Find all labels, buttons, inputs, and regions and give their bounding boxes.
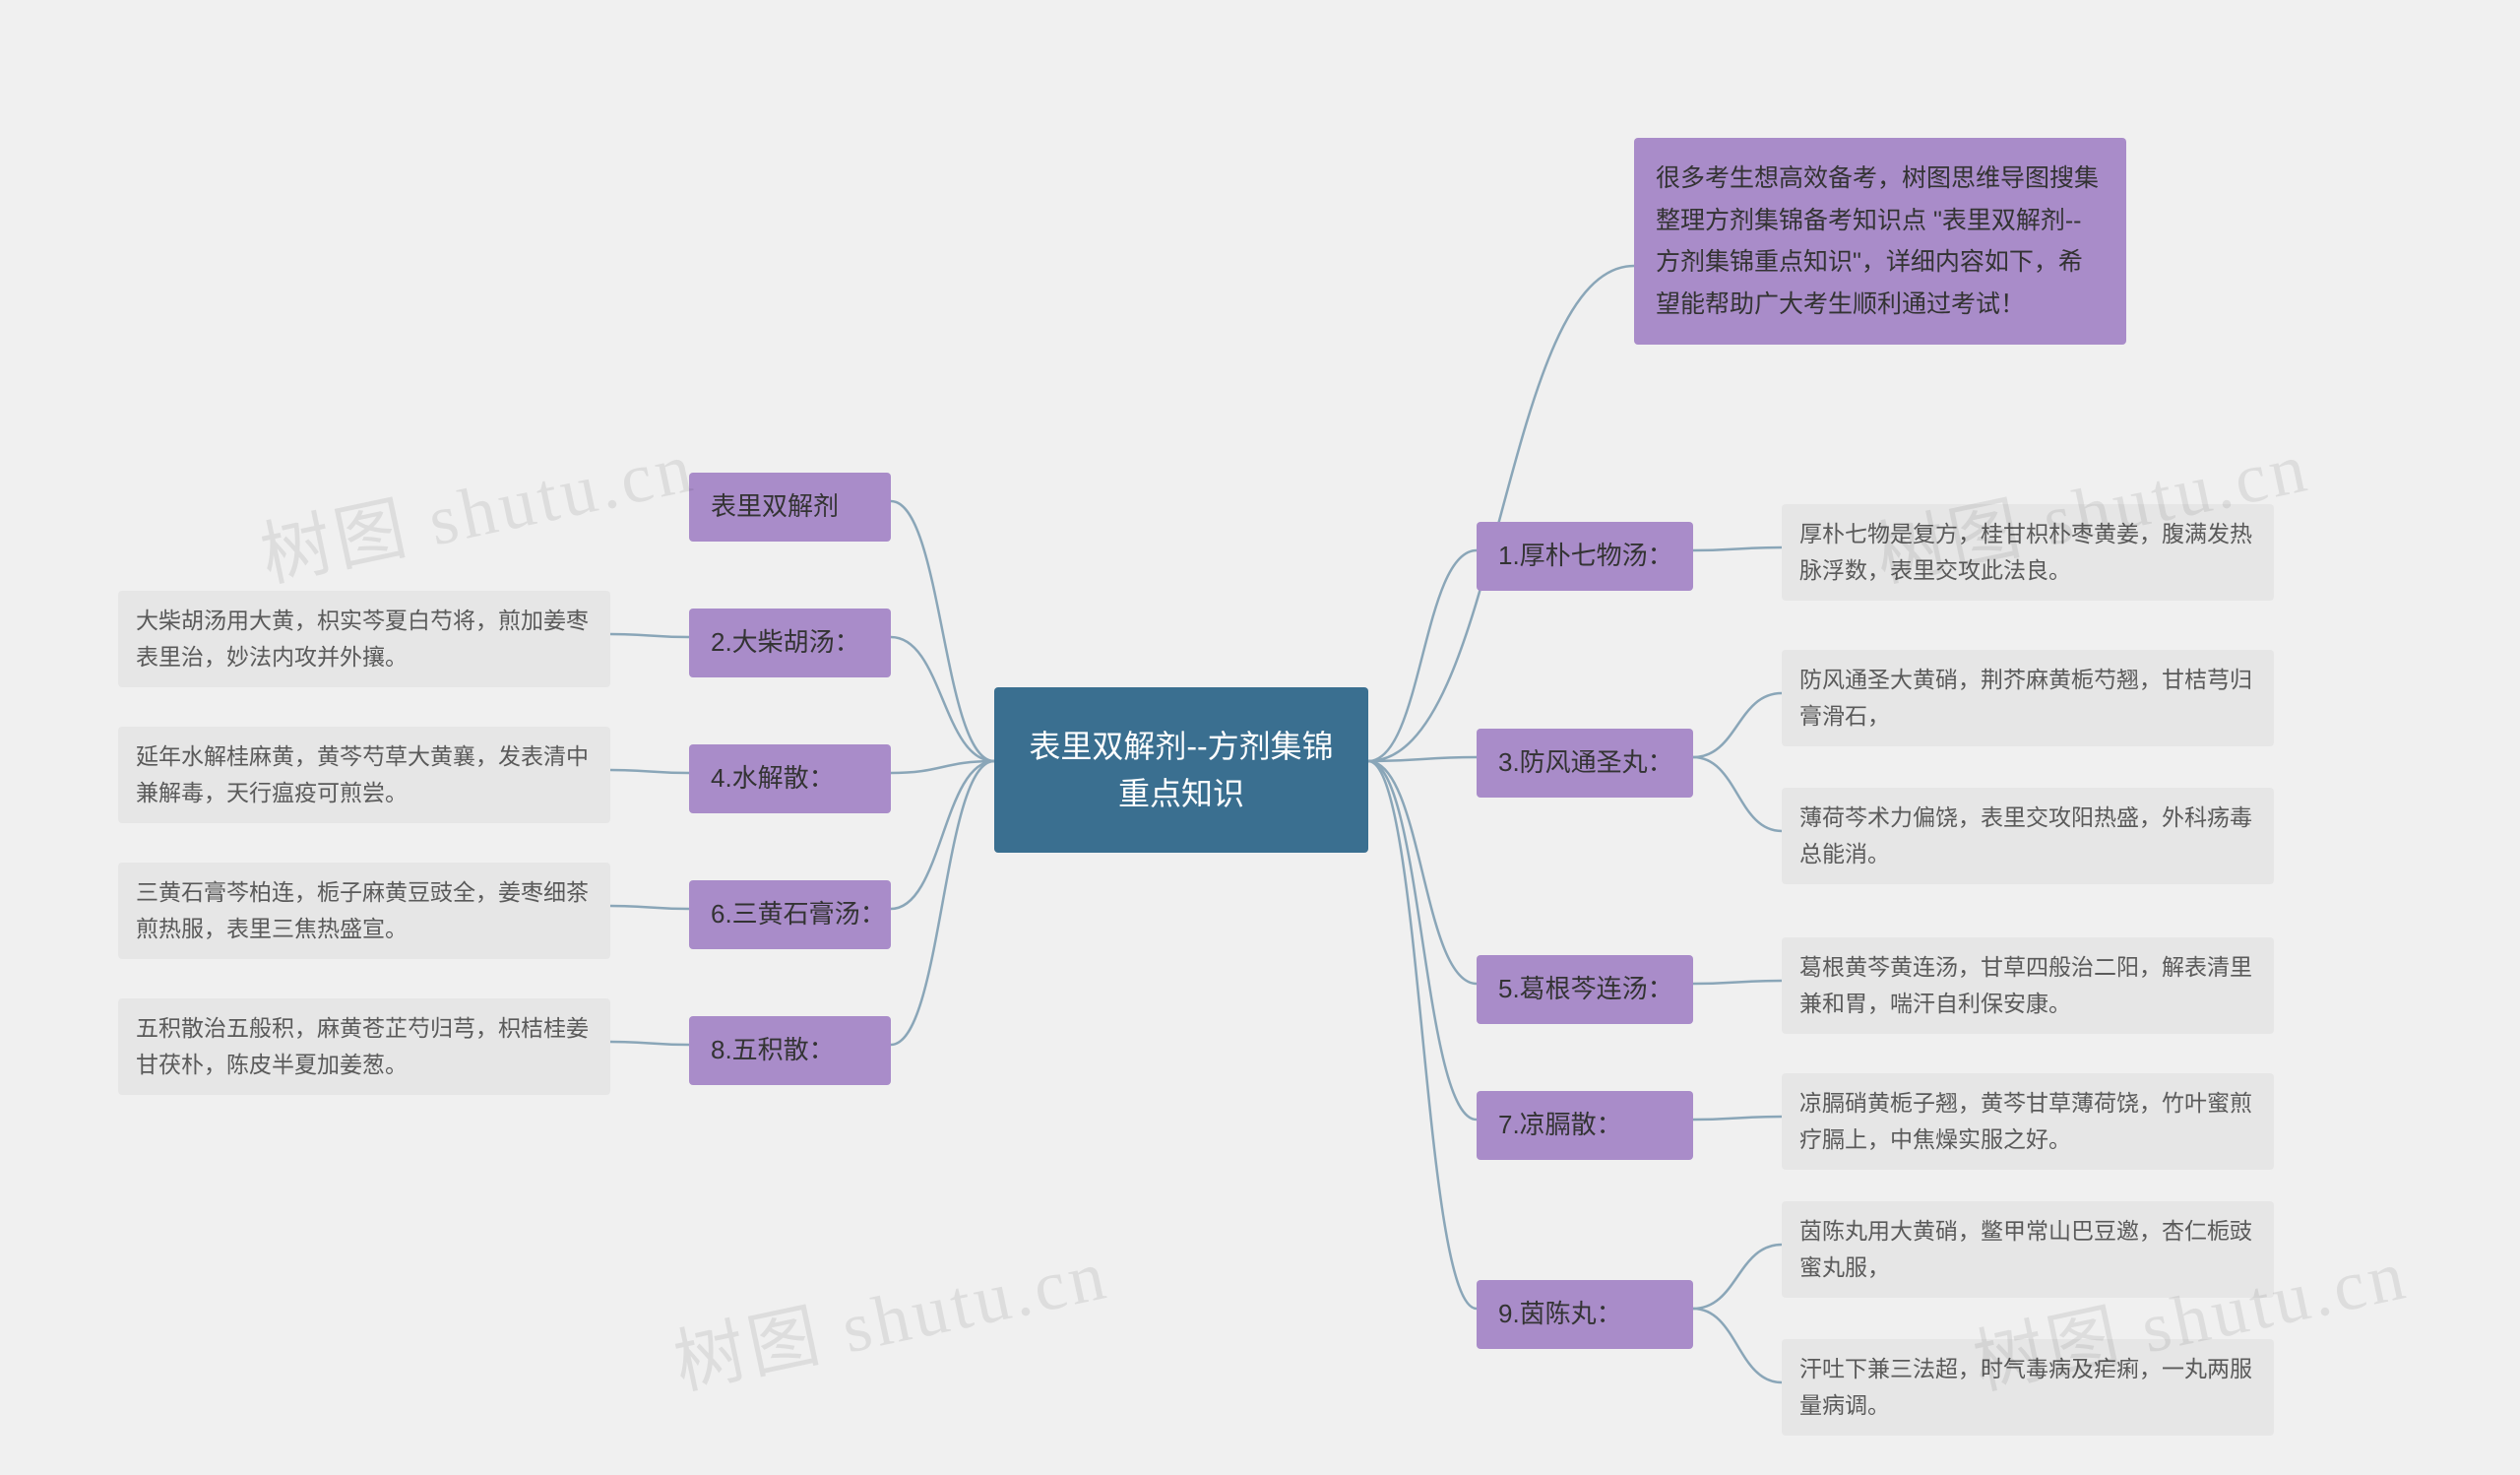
right-leaf-2-1: 薄荷芩术力偏饶，表里交攻阳热盛，外科疡毒总能消。 xyxy=(1782,788,2274,884)
left-branch-3: 6.三黄石膏汤： xyxy=(689,880,891,949)
right-branch-4: 7.凉膈散： xyxy=(1477,1091,1693,1160)
left-branch-1: 2.大柴胡汤： xyxy=(689,609,891,677)
left-branch-2: 4.水解散： xyxy=(689,744,891,813)
right-branch-3: 5.葛根芩连汤： xyxy=(1477,955,1693,1024)
mindmap-canvas: 表里双解剂--方剂集锦重点知识 很多考生想高效备考，树图思维导图搜集整理方剂集锦备… xyxy=(0,0,2520,1475)
right-leaf-5-0: 茵陈丸用大黄硝，鳖甲常山巴豆邀，杏仁栀豉蜜丸服， xyxy=(1782,1201,2274,1298)
left-branch-4: 8.五积散： xyxy=(689,1016,891,1085)
watermark-0: 树图 shutu.cn xyxy=(250,409,703,602)
left-leaf-1: 大柴胡汤用大黄，枳实芩夏白芍将，煎加姜枣表里治，妙法内攻并外攘。 xyxy=(118,591,610,687)
root-node: 表里双解剂--方剂集锦重点知识 xyxy=(994,687,1368,853)
right-leaf-2-0: 防风通圣大黄硝，荆芥麻黄栀芍翘，甘桔芎归膏滑石， xyxy=(1782,650,2274,746)
right-leaf-1-0: 厚朴七物是复方，桂甘枳朴枣黄姜，腹满发热脉浮数，表里交攻此法良。 xyxy=(1782,504,2274,601)
right-leaf-4-0: 凉膈硝黄栀子翘，黄芩甘草薄荷饶，竹叶蜜煎疗膈上，中焦燥实服之好。 xyxy=(1782,1073,2274,1170)
right-leaf-5-1: 汗吐下兼三法超，时气毒病及疟痢，一丸两服量病调。 xyxy=(1782,1339,2274,1436)
intro-node: 很多考生想高效备考，树图思维导图搜集整理方剂集锦备考知识点 "表里双解剂--方剂… xyxy=(1634,138,2126,345)
right-branch-2: 3.防风通圣丸： xyxy=(1477,729,1693,798)
left-leaf-3: 三黄石膏芩柏连，栀子麻黄豆豉全，姜枣细茶煎热服，表里三焦热盛宣。 xyxy=(118,863,610,959)
right-branch-5: 9.茵陈丸： xyxy=(1477,1280,1693,1349)
watermark-2: 树图 shutu.cn xyxy=(663,1216,1116,1409)
right-branch-1: 1.厚朴七物汤： xyxy=(1477,522,1693,591)
left-leaf-4: 五积散治五般积，麻黄苍芷芍归芎，枳桔桂姜甘茯朴，陈皮半夏加姜葱。 xyxy=(118,998,610,1095)
left-branch-0: 表里双解剂 xyxy=(689,473,891,542)
left-leaf-2: 延年水解桂麻黄，黄芩芍草大黄襄，发表清中兼解毒，天行瘟疫可煎尝。 xyxy=(118,727,610,823)
right-leaf-3-0: 葛根黄芩黄连汤，甘草四般治二阳，解表清里兼和胃，喘汗自利保安康。 xyxy=(1782,937,2274,1034)
